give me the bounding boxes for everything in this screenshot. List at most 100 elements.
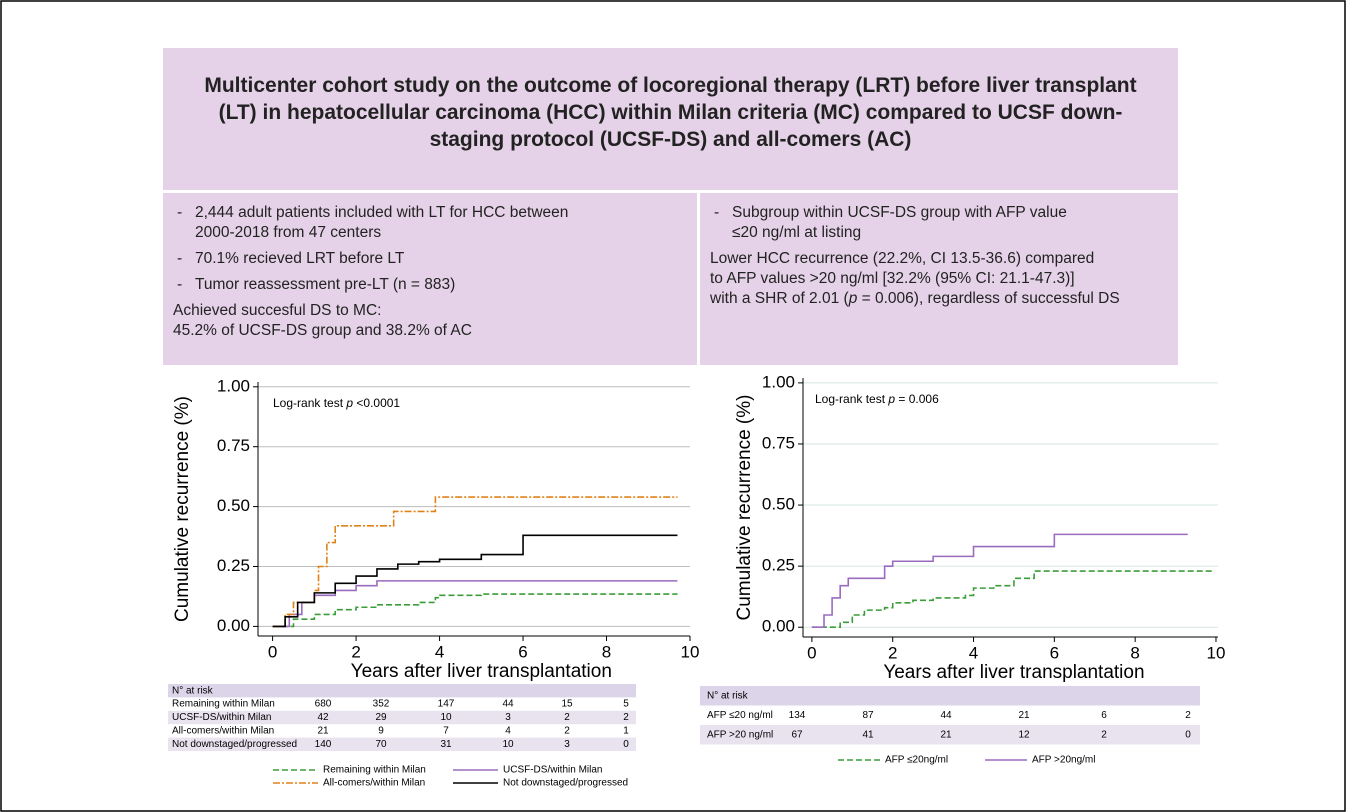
table-cell: 31 xyxy=(440,739,452,750)
y-axis-label: Cumulative recurrence (%) xyxy=(172,396,193,622)
table-cell: 21 xyxy=(940,729,952,740)
table-cell: 3 xyxy=(564,739,570,750)
table-cell: 6 xyxy=(1101,710,1107,721)
text-line: Achieved succesful DS to MC: xyxy=(173,302,382,319)
table-cell: 21 xyxy=(317,726,329,737)
step-line xyxy=(272,534,678,628)
x-tick-label: 0 xyxy=(268,642,277,661)
table-cell: 44 xyxy=(502,699,514,710)
table-cell: 352 xyxy=(373,699,390,710)
row-label: AFP ≤20 ng/ml xyxy=(707,710,773,721)
row-label: All-comers/within Milan xyxy=(172,726,274,737)
x-axis-label: Years after liver transplantation xyxy=(883,662,1144,683)
bullet-line: Tumor reassessment pre-LT (n = 883) xyxy=(195,276,456,293)
row-label: AFP >20 ng/ml xyxy=(707,729,773,740)
table-cell: 42 xyxy=(317,712,329,723)
row-label: Remaining within Milan xyxy=(172,699,275,710)
table-cell: 680 xyxy=(315,699,332,710)
bullet-line: Subgroup within UCSF-DS group with AFP v… xyxy=(732,204,1067,221)
table-cell: 10 xyxy=(440,712,452,723)
legend-label: All-comers/within Milan xyxy=(323,778,425,789)
legend-label: Not downstaged/progressed xyxy=(503,778,628,789)
table-cell: 134 xyxy=(789,710,806,721)
table-cell: 147 xyxy=(438,699,455,710)
table-header-bg xyxy=(700,686,1200,706)
table-cell: 0 xyxy=(623,739,629,750)
annotation-run: p xyxy=(345,396,353,410)
table-cell: 87 xyxy=(862,710,874,721)
x-tick-label: 6 xyxy=(518,642,527,661)
legend-label: AFP >20ng/ml xyxy=(1032,755,1095,766)
text-line: to AFP values >20 ng/ml [32.2% (95% CI: … xyxy=(710,270,1075,287)
table-row-bg xyxy=(168,710,636,725)
y-tick-label: 0.75 xyxy=(217,436,250,455)
table-cell: 44 xyxy=(940,710,952,721)
y-tick-label: 0.50 xyxy=(762,495,795,514)
table-cell: 7 xyxy=(443,726,449,737)
legend-label: UCSF-DS/within Milan xyxy=(503,765,602,776)
table-cell: 4 xyxy=(505,726,511,737)
panel-left: 2,444 adult patients included with LT fo… xyxy=(163,193,697,365)
text-run: p xyxy=(848,290,858,307)
annotation: Log-rank test p <0.0001 xyxy=(273,396,400,410)
table-cell: 70 xyxy=(375,739,387,750)
bullet-line: 70.1% recieved LRT before LT xyxy=(195,250,405,267)
annotation: Log-rank test p = 0.006 xyxy=(815,392,939,406)
table-cell: 29 xyxy=(375,712,387,723)
step-line xyxy=(272,580,678,628)
table-cell: 2 xyxy=(623,712,629,723)
table-cell: 67 xyxy=(791,729,803,740)
table-cell: 1 xyxy=(623,726,629,737)
bullet-line: 2,444 adult patients included with LT fo… xyxy=(195,204,569,221)
table-cell: 5 xyxy=(623,699,629,710)
x-tick-label: 10 xyxy=(681,642,700,661)
x-tick-label: 8 xyxy=(602,642,611,661)
x-tick-label: 4 xyxy=(969,643,978,662)
text-line: with a SHR of 2.01 (p = 0.006), regardle… xyxy=(710,289,1168,309)
bullet: Subgroup within UCSF-DS group with AFP v… xyxy=(710,203,1168,243)
table-cell: 2 xyxy=(564,712,570,723)
row-label: Not downstaged/progressed xyxy=(172,739,297,750)
panel-right: Subgroup within UCSF-DS group with AFP v… xyxy=(700,193,1178,365)
y-tick-label: 0.25 xyxy=(217,556,250,575)
table-cell: 2 xyxy=(1185,710,1191,721)
table-cell: 0 xyxy=(1185,729,1191,740)
text-line: 45.2% of UCSF-DS group and 38.2% of AC xyxy=(173,322,472,339)
table-cell: 3 xyxy=(505,712,511,723)
y-axis-label: Cumulative recurrence (%) xyxy=(734,395,755,621)
text-run: with a SHR of 2.01 ( xyxy=(710,290,849,307)
x-tick-label: 4 xyxy=(435,642,444,661)
table-cell: 9 xyxy=(378,726,384,737)
x-axis-label: Years after liver transplantation xyxy=(351,661,612,682)
x-tick-label: 2 xyxy=(888,643,897,662)
x-tick-label: 6 xyxy=(1050,643,1059,662)
bullet: Tumor reassessment pre-LT (n = 883) xyxy=(173,275,687,295)
y-tick-label: 0.75 xyxy=(762,433,795,452)
title: Multicenter cohort study on the outcome … xyxy=(204,74,1137,151)
y-tick-label: 0.00 xyxy=(762,617,795,636)
y-tick-label: 0.50 xyxy=(217,496,250,515)
bullet-line: 2000-2018 from 47 centers xyxy=(195,224,382,241)
x-tick-label: 8 xyxy=(1130,643,1139,662)
step-line xyxy=(811,570,1212,629)
table-title: N° at risk xyxy=(707,690,749,701)
table-title: N° at risk xyxy=(172,685,214,696)
annotation-run: p xyxy=(887,392,895,406)
bullet: 70.1% recieved LRT before LT xyxy=(173,249,687,269)
y-tick-label: 1.00 xyxy=(217,376,250,395)
x-tick-label: 0 xyxy=(807,643,816,662)
table-cell: 2 xyxy=(564,726,570,737)
annotation-run: Log-rank test xyxy=(815,392,888,406)
table-cell: 21 xyxy=(1018,710,1030,721)
annotation-run: Log-rank test xyxy=(273,396,346,410)
table-row-bg xyxy=(168,737,636,751)
text-run: = 0.006), regardless of successful DS xyxy=(857,290,1120,307)
table-cell: 10 xyxy=(502,739,514,750)
title-box: Multicenter cohort study on the outcome … xyxy=(163,48,1178,190)
table-cell: 140 xyxy=(315,739,332,750)
x-tick-label: 2 xyxy=(351,642,360,661)
table-cell: 2 xyxy=(1101,729,1107,740)
row-label: UCSF-DS/within Milan xyxy=(172,712,271,723)
